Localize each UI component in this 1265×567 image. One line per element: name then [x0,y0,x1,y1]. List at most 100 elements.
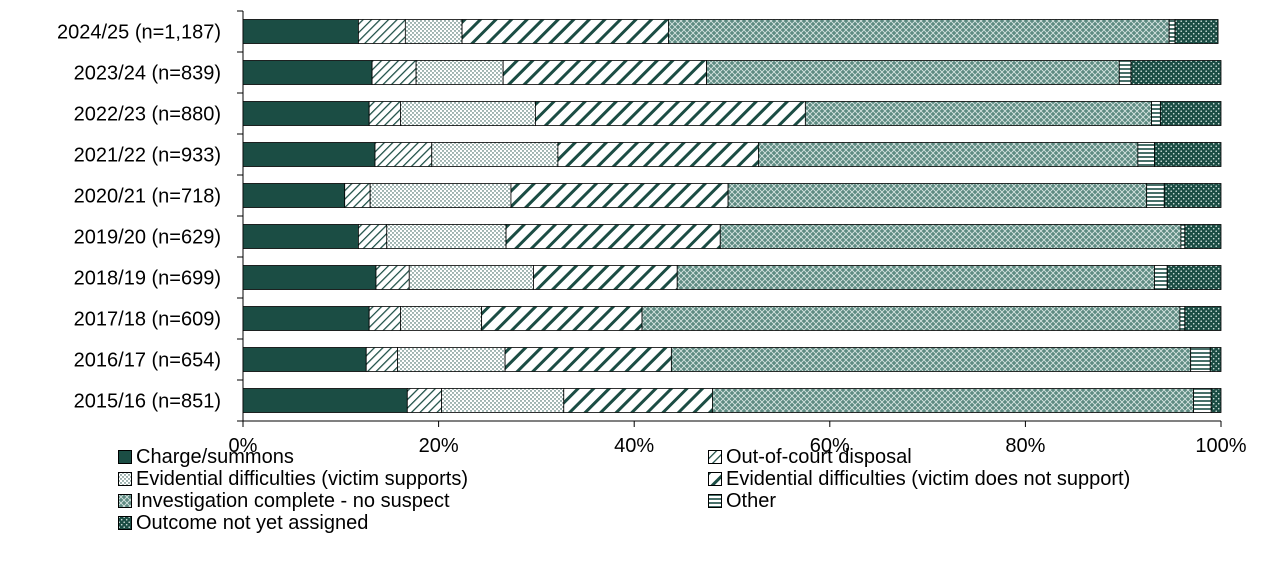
category-label: 2022/23 (n=880) [74,104,221,126]
legend-item: Out-of-court disposal [708,446,912,468]
category-label: 2019/20 (n=629) [74,227,221,249]
bar-segment [358,224,388,249]
x-tick-label: 0% [229,435,258,457]
bar-segment [358,19,406,44]
bar-segment [505,224,721,249]
bar-segment [1180,224,1186,249]
category-label: 2015/16 (n=851) [74,391,221,413]
legend-swatch [708,494,722,508]
bar-segment [242,60,373,85]
bar-segment [1184,224,1222,249]
bar-segment [1209,347,1222,372]
bar-segment [670,347,1192,372]
legend-item: Other [708,490,776,512]
bar-segment [368,101,401,126]
bar-segment [533,265,678,290]
x-tick-label: 60% [810,435,850,457]
legend-item: Investigation complete - no suspect [118,490,450,512]
bar-segment [510,183,729,208]
category-label: 2024/25 (n=1,187) [57,22,221,44]
bar-segment [441,388,565,413]
bar-segment [535,101,806,126]
legend-label: Outcome not yet assigned [136,512,369,534]
category-label: 2017/18 (n=609) [74,309,221,331]
legend-item: Outcome not yet assigned [118,512,368,534]
bar-segment [404,19,463,44]
bar-segment [461,19,669,44]
bar-segment [1190,347,1211,372]
bar-segment [557,142,759,167]
bar-segment [563,388,713,413]
bar-segment [1179,306,1186,331]
bar-segment [502,60,707,85]
legend-label: Charge/summons [136,446,294,468]
legend-label: Evidential difficulties (victim supports… [136,468,468,490]
bar-segment [365,347,398,372]
bar-segment [242,142,376,167]
bar-segment [431,142,559,167]
bar-segment [406,388,442,413]
legend-label: Investigation complete - no suspect [136,490,450,512]
bar-segment [758,142,1139,167]
legend-swatch [708,472,722,486]
bar-segment [1154,265,1168,290]
bar-segment [719,224,1182,249]
bar-segment [242,347,367,372]
bar-segment [242,101,370,126]
bar-segment [415,60,504,85]
bar-segment [1193,388,1212,413]
bar-segment [400,101,536,126]
x-tick-label: 40% [614,435,654,457]
bar-segment [344,183,371,208]
x-tick-label: 20% [419,435,459,457]
bar-segment [804,101,1152,126]
bar-segment [1146,183,1165,208]
legend-swatch [708,450,722,464]
bar-segment [1118,60,1132,85]
bar-segment [371,60,417,85]
bar-segment [375,265,410,290]
bar-segment [368,306,401,331]
bar-segment [1174,19,1219,44]
bar-segment [1154,142,1222,167]
category-label: 2020/21 (n=718) [74,186,221,208]
legend-item: Charge/summons [118,446,294,468]
bar-segment [1184,306,1222,331]
bar-segment [668,19,1170,44]
bar-segment [1168,19,1176,44]
legend-item: Evidential difficulties (victim supports… [118,468,468,490]
bar-segment [712,388,1195,413]
bar-segment [408,265,534,290]
bar-segment [386,224,507,249]
bar-segment [1166,265,1222,290]
bar-segment [1159,101,1222,126]
legend-label: Evidential difficulties (victim does not… [726,468,1131,490]
bar-segment [1210,388,1222,413]
legend-label: Out-of-court disposal [726,446,912,468]
bar-segment [242,19,359,44]
bar-segment [727,183,1148,208]
bar-segment [369,183,512,208]
bar-segment [242,183,346,208]
bar-segment [242,224,359,249]
bar-segment [242,306,370,331]
category-label: 2018/19 (n=699) [74,268,221,290]
bar-segment [242,388,408,413]
legend-swatch [118,494,132,508]
x-tick-label: 80% [1005,435,1045,457]
legend-swatch [118,450,132,464]
bar-segment [374,142,433,167]
bar-segment [504,347,672,372]
bar-segment [1163,183,1222,208]
bar-segment [641,306,1181,331]
legend-swatch [118,516,132,530]
bar-segment [1137,142,1155,167]
bar-segment [242,265,377,290]
category-label: 2023/24 (n=839) [74,63,221,85]
category-label: 2016/17 (n=654) [74,350,221,372]
bar-segment [676,265,1155,290]
bar-segment [1130,60,1222,85]
bar-segment [1151,101,1161,126]
